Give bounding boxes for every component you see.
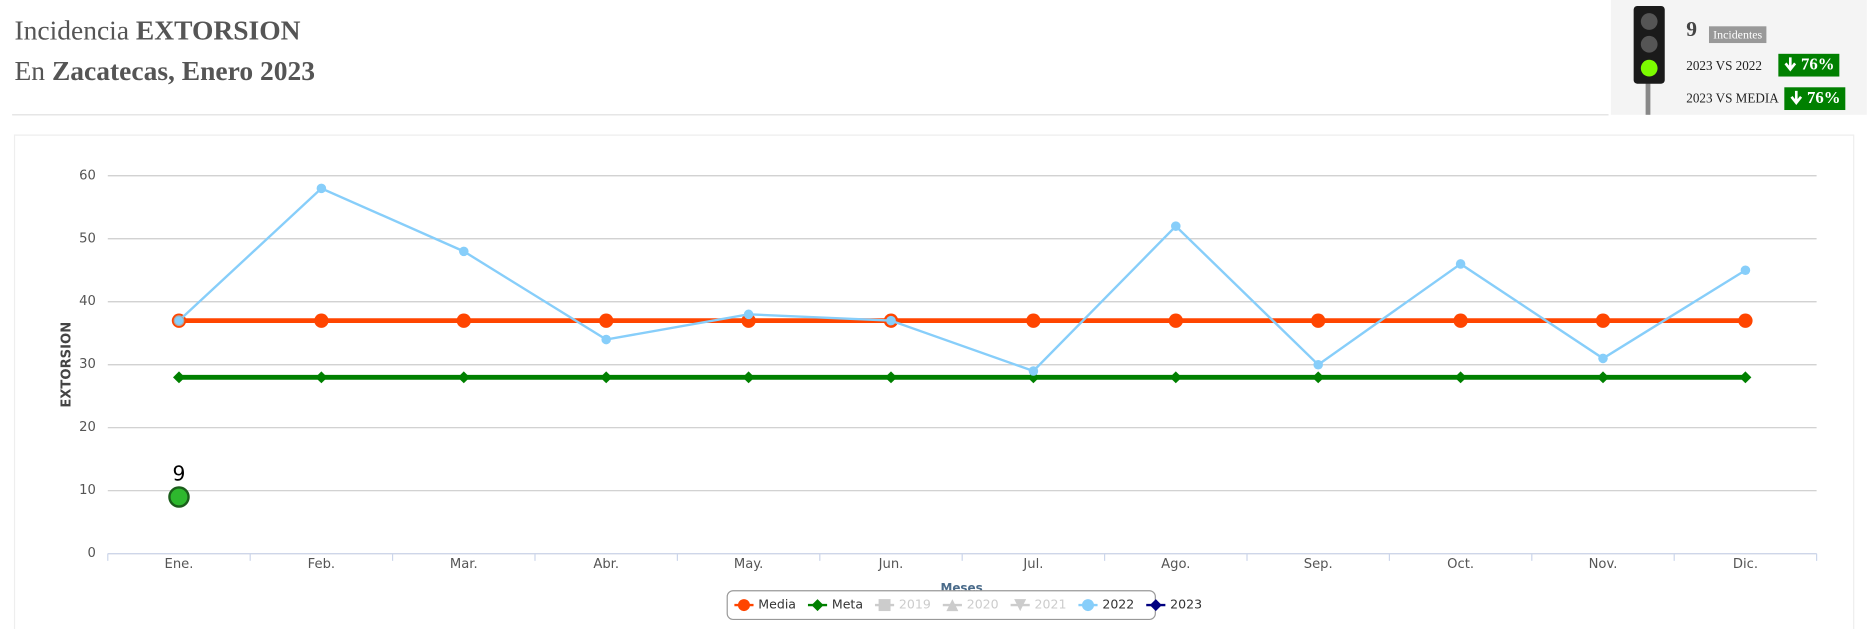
data-label: 9: [173, 461, 186, 485]
legend-label: 2020: [967, 597, 999, 612]
marker: [1453, 313, 1468, 328]
count: 9: [1686, 17, 1697, 41]
marker: [168, 486, 190, 508]
place-prefix: En: [15, 55, 46, 86]
marker: [457, 371, 470, 384]
legend-label: 2023: [1170, 597, 1202, 612]
comparison-label: 2023 VS 2022: [1686, 58, 1762, 73]
light-green: [1640, 59, 1658, 77]
x-tick-label: Abr.: [593, 557, 619, 572]
marker: [1740, 265, 1751, 276]
x-tick-label: May.: [734, 557, 763, 572]
legend-label: Media: [758, 597, 796, 612]
marker: [173, 315, 185, 327]
legend-label: 2021: [1035, 597, 1067, 612]
marker: [316, 183, 327, 194]
comparison-label: 2023 VS MEDIA: [1686, 90, 1779, 105]
legend-symbol: [1082, 599, 1094, 612]
period: , Enero 2023: [168, 55, 315, 86]
change-badge: [1784, 87, 1846, 111]
light-pole: [1645, 78, 1651, 115]
marker: [173, 371, 185, 384]
legend-label: Meta: [832, 597, 863, 612]
title-prefix: Incidencia: [15, 15, 130, 46]
marker: [1311, 313, 1326, 328]
marker: [742, 371, 755, 384]
legend-symbol: [878, 599, 891, 612]
marker: [1595, 313, 1611, 328]
legend-label: 2019: [899, 597, 931, 612]
series-line: [178, 186, 1747, 373]
marker: [1312, 371, 1325, 384]
x-tick-label: Oct.: [1447, 557, 1474, 572]
down-arrow: [1784, 57, 1797, 72]
x-tick-label: Jun.: [878, 557, 904, 572]
y-axis-label: EXTORSION: [60, 322, 75, 408]
light-red: [1640, 13, 1658, 30]
marker: [1168, 313, 1183, 328]
change-badge: [1778, 53, 1840, 77]
x-tick-label: Dic.: [1733, 557, 1758, 572]
x-tick-label: Ago.: [1161, 557, 1190, 572]
y-tick-label: 60: [79, 168, 96, 183]
title-crime: EXTORSION: [136, 15, 301, 46]
x-tick-label: Ene.: [165, 557, 194, 572]
title: Incidencia EXTORSION: [15, 15, 301, 46]
chart-frame: [13, 134, 1855, 629]
marker: [1171, 221, 1181, 231]
y-tick-label: 30: [79, 357, 96, 372]
y-tick-label: 20: [79, 420, 96, 435]
marker: [885, 371, 897, 384]
marker: [1738, 313, 1753, 328]
marker: [599, 313, 614, 328]
marker: [456, 313, 471, 328]
marker: [743, 309, 754, 320]
marker: [314, 313, 329, 328]
down-arrow: [1790, 90, 1803, 105]
y-tick-label: 50: [79, 231, 96, 246]
legend-symbol: [946, 599, 959, 612]
marker: [1598, 353, 1608, 364]
legend-symbol: [1014, 599, 1027, 612]
count-badge: [1708, 26, 1767, 44]
change: 76%: [1801, 55, 1834, 74]
marker: [459, 246, 469, 257]
y-tick-label: 0: [87, 546, 95, 561]
x-tick-label: Feb.: [308, 557, 335, 572]
marker: [1028, 366, 1039, 376]
legend-symbol: [811, 599, 824, 612]
marker: [600, 371, 613, 384]
x-tick-label: Sep.: [1304, 557, 1333, 572]
marker: [1455, 259, 1466, 269]
legend-label: 2022: [1102, 597, 1134, 612]
marker: [315, 371, 328, 384]
x-tick-label: Mar.: [450, 557, 478, 572]
subtitle: En Zacatecas, Enero 2023: [15, 55, 315, 86]
marker: [1313, 359, 1323, 370]
marker: [886, 315, 896, 326]
light-yellow: [1640, 35, 1658, 53]
count-label: Incidentes: [1713, 28, 1762, 42]
y-tick-label: 10: [79, 483, 96, 498]
legend-symbol: [737, 599, 750, 612]
x-tick-label: Jul.: [1022, 557, 1043, 572]
x-tick-label: Nov.: [1589, 557, 1618, 572]
y-tick-label: 40: [79, 294, 96, 309]
marker: [1026, 313, 1041, 328]
change: 76%: [1807, 88, 1840, 107]
place: Zacatecas: [52, 55, 168, 86]
marker: [601, 334, 611, 345]
marker: [1597, 371, 1609, 384]
